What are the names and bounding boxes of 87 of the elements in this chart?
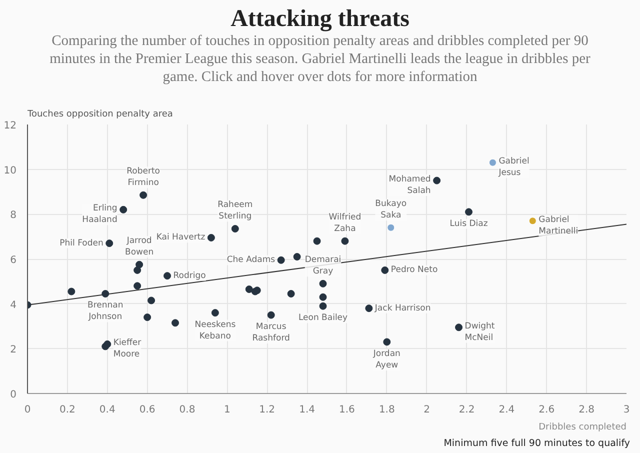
series-label: Mohamed Salah	[388, 174, 431, 196]
y-tick-label: 4	[10, 300, 17, 311]
point	[488, 158, 496, 166]
y-tick-label: 12	[4, 120, 17, 132]
chart-title: Attacking threats	[230, 6, 410, 32]
x-tick-label: 1.6	[339, 404, 355, 416]
series-label: Phil Foden	[60, 238, 104, 248]
point	[433, 176, 441, 184]
point	[172, 319, 180, 327]
x-tick-label: 0	[24, 404, 31, 416]
point	[319, 280, 327, 288]
point	[136, 260, 144, 268]
point	[455, 324, 463, 332]
series-label: Rodrigo	[173, 270, 206, 281]
y-tick-label: 8	[10, 210, 17, 222]
point	[102, 290, 110, 298]
y-tick-label: 6	[10, 255, 17, 266]
point	[277, 256, 285, 264]
point	[106, 240, 114, 248]
series-label: Gabriel Martinelli	[538, 214, 578, 236]
series-label: Bukayo Saka	[375, 199, 407, 221]
point	[383, 338, 391, 346]
x-tick-label: 0.4	[99, 404, 116, 416]
point	[120, 206, 128, 214]
y-axis-title: Touches opposition penalty area	[26, 110, 173, 120]
series-label: Gabriel Jesus	[498, 156, 530, 178]
series-label: Pedro Neto	[390, 265, 438, 276]
y-tick-label: 2	[10, 344, 17, 356]
x-tick-label: 1.4	[299, 404, 315, 416]
x-tick-label: 0.6	[139, 404, 156, 416]
x-tick-label: 1	[224, 404, 230, 416]
chart-subtitle: Comparing the number of touches in opposition penalty areas and dribbles completed per 90 minutes in the Premier League this season. Gabriel Martinelli leads the league in dribbles per game. Click and hover over dots for more information	[48, 32, 592, 86]
x-tick-label: 1.2	[259, 404, 276, 416]
y-tick-label: 0	[10, 390, 17, 400]
x-tick-label: 2.6	[538, 404, 555, 416]
point	[144, 314, 152, 322]
y-tick-label: 10	[4, 165, 17, 176]
point	[387, 224, 395, 232]
series-label: Leon Bailey	[298, 313, 348, 324]
point	[319, 293, 327, 301]
series-label: Neeskens Kebano	[194, 320, 236, 342]
text: Minimum five full 90 minutes to qualify	[444, 437, 630, 451]
point	[140, 191, 148, 199]
point	[102, 342, 110, 350]
point	[68, 288, 76, 296]
x-tick-label: 0.8	[179, 404, 196, 416]
series-label: Brennan Johnson	[88, 300, 124, 322]
point	[211, 309, 219, 317]
series-label: Luis Diaz	[450, 218, 488, 229]
point	[319, 302, 327, 310]
series-label: Marcus Rashford	[252, 322, 290, 344]
series-label: Jack Harrison	[374, 303, 431, 314]
point	[267, 311, 275, 319]
x-tick-label: 3	[623, 404, 630, 416]
series-label: Jarrod Bowen	[125, 236, 154, 258]
series-label: Roberto Firmino	[126, 166, 160, 188]
point	[313, 237, 321, 245]
point	[381, 266, 389, 274]
series-label: Demarai Gray	[304, 255, 342, 277]
point	[293, 253, 301, 260]
series-label: Che Adams	[226, 255, 276, 266]
x-tick-label: 2.4	[498, 404, 515, 416]
point	[341, 237, 349, 245]
point	[465, 208, 473, 216]
series-label: Raheem Sterling	[218, 200, 253, 222]
point	[207, 234, 215, 242]
point	[134, 266, 142, 274]
point	[134, 282, 142, 290]
point	[528, 217, 536, 225]
x-tick-label: 0.2	[59, 404, 76, 416]
x-tick-label: 2.8	[578, 404, 595, 416]
x-tick-label: 1.8	[378, 404, 395, 416]
series-label: Wilfried Zaha	[328, 212, 362, 234]
x-tick-label: 2	[424, 404, 430, 416]
point	[148, 296, 156, 304]
point	[287, 290, 295, 298]
series-label: Jordan Ayew	[372, 348, 400, 370]
x-axis-title: Dribbles completed	[538, 422, 627, 432]
point	[231, 224, 239, 232]
point	[365, 304, 373, 312]
series-label: Dwight McNeil	[464, 321, 496, 343]
point	[245, 286, 253, 294]
series-label: Erling Haaland	[82, 204, 118, 226]
series-label: Kai Havertz	[156, 232, 206, 243]
point	[164, 272, 172, 280]
series-label: Kieffer Moore	[113, 338, 142, 360]
x-tick-label: 2.2	[458, 404, 475, 416]
